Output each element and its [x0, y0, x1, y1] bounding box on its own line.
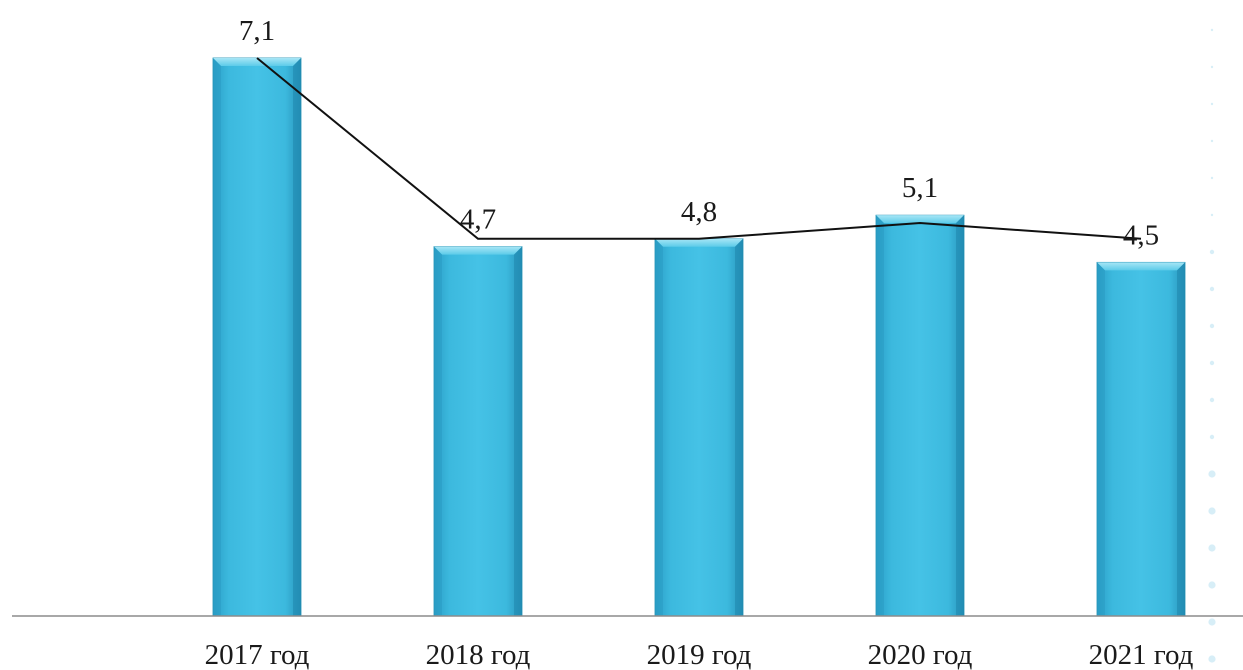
decorative-dot — [1209, 323, 1215, 329]
bar — [654, 238, 744, 617]
decorative-dot — [1210, 213, 1214, 217]
bar-right-bevel — [1177, 262, 1185, 616]
bar-top-bevel — [1097, 262, 1185, 271]
decorative-dot — [1208, 470, 1216, 478]
decorative-dot — [1210, 139, 1214, 143]
decorative-dot — [1209, 434, 1215, 440]
decorative-dot — [1208, 507, 1216, 515]
decorative-dot — [1208, 618, 1216, 626]
bar-top-bevel — [434, 246, 522, 255]
bar-left-bevel — [434, 246, 442, 616]
decorative-dot — [1209, 286, 1215, 292]
x-tick-label: 2021 год — [1089, 639, 1194, 670]
bar-right-bevel — [293, 58, 301, 616]
decorative-dot — [1208, 581, 1216, 589]
decorative-dot — [1209, 360, 1215, 366]
bar-value-label: 4,8 — [681, 196, 717, 228]
bar-left-bevel — [655, 238, 663, 616]
x-tick-labels-group: 2017 год 2018 год 2019 год 2020 год 2021 год — [205, 639, 1194, 670]
decorative-dots — [1208, 28, 1216, 663]
bar-body — [212, 57, 302, 617]
x-tick-label: 2019 год — [647, 639, 752, 670]
bar-top-bevel — [213, 58, 301, 66]
decorative-dot — [1208, 544, 1216, 552]
value-labels-group: 7,1 4,7 4,8 5,1 4,5 — [239, 15, 1159, 251]
bar-body — [433, 246, 523, 617]
decorative-dot — [1210, 65, 1214, 69]
decorative-dot — [1210, 102, 1214, 106]
decorative-dot — [1209, 397, 1215, 403]
bar-left-bevel — [1097, 262, 1105, 616]
decorative-dot — [1208, 655, 1216, 663]
decorative-dot — [1210, 28, 1214, 32]
decorative-dot — [1209, 249, 1215, 255]
bar-left-bevel — [876, 215, 884, 616]
bar-top-bevel — [876, 215, 964, 224]
bar-value-label: 7,1 — [239, 15, 275, 47]
bar-top-bevel — [655, 238, 743, 247]
x-tick-label: 2020 год — [868, 639, 973, 670]
bar-value-label: 4,7 — [460, 204, 496, 236]
bar — [433, 246, 523, 617]
trend-line-group — [256, 57, 1142, 240]
bar-right-bevel — [514, 246, 522, 616]
x-tick-label: 2018 год — [426, 639, 531, 670]
bar-body — [654, 238, 744, 617]
bar — [1096, 261, 1186, 617]
bar — [212, 57, 302, 617]
decorative-dot — [1210, 176, 1214, 180]
bar — [875, 214, 965, 617]
bar-body — [875, 214, 965, 617]
trend-line — [256, 57, 1142, 240]
bar-right-bevel — [735, 238, 743, 616]
bar-right-bevel — [956, 215, 964, 616]
bar-value-label: 4,5 — [1123, 219, 1159, 251]
bar-value-label: 5,1 — [902, 172, 938, 204]
bar-left-bevel — [213, 58, 221, 616]
x-tick-label: 2017 год — [205, 639, 310, 670]
bar-body — [1096, 261, 1186, 617]
